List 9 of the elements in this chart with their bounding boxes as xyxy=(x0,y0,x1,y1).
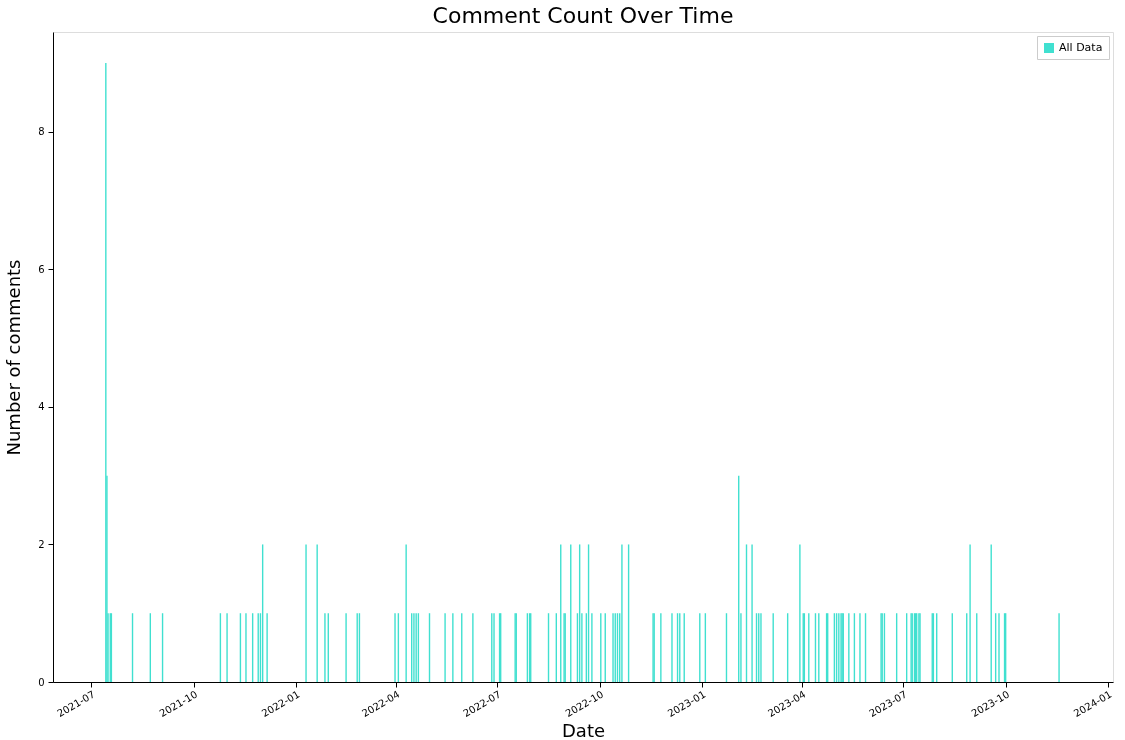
chart-title: Comment Count Over Time xyxy=(432,3,734,28)
y-axis-title: Number of comments xyxy=(3,259,25,456)
y-tick-label: 2 xyxy=(38,538,45,550)
x-axis-title: Date xyxy=(561,720,606,740)
y-tick-label: 6 xyxy=(38,263,45,275)
legend-label: All Data xyxy=(1059,41,1103,54)
y-tick-label: 0 xyxy=(38,676,45,688)
y-tick-label: 4 xyxy=(38,401,45,413)
y-tick-label: 8 xyxy=(38,126,45,138)
